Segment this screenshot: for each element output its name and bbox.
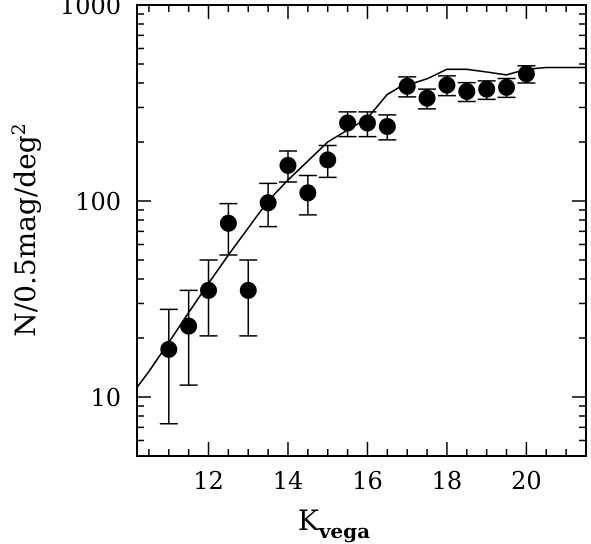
x-axis-label: Kvega: [298, 504, 370, 543]
x-axis-label-main: K: [298, 504, 320, 537]
y-axis-label-superscript: 2: [8, 123, 30, 135]
model-curve-layer: [136, 66, 586, 388]
data-point: [438, 76, 456, 94]
data-point: [180, 317, 198, 335]
y-axis-label: N/0.5mag/deg2: [8, 123, 42, 337]
data-point: [160, 340, 178, 358]
data-point: [517, 65, 535, 83]
data-point: [339, 114, 357, 132]
x-tick-labels: 12 14 16 18 20: [193, 467, 541, 495]
data-point: [200, 281, 218, 299]
y-tick-label: 10: [90, 384, 121, 412]
data-point: [239, 281, 257, 299]
y-tick-label: 1000: [60, 0, 121, 20]
x-tick-label: 14: [273, 467, 304, 495]
data-point: [398, 77, 416, 95]
data-point: [279, 156, 297, 174]
y-tick-label: 100: [75, 188, 121, 216]
data-point: [358, 114, 376, 132]
tick-marks: [137, 5, 587, 457]
data-point: [378, 117, 396, 135]
y-axis-label-main: N/0.5mag/deg: [9, 135, 42, 337]
data-point: [498, 78, 516, 96]
x-axis-label-subscript: vega: [318, 519, 370, 543]
data-point: [418, 89, 436, 107]
data-point: [299, 184, 317, 202]
x-tick-label: 18: [432, 467, 463, 495]
x-tick-label: 12: [193, 467, 224, 495]
data-point: [259, 194, 277, 212]
data-point: [219, 214, 237, 232]
data-points-layer: [159, 64, 536, 425]
model-curve: [136, 66, 586, 388]
data-point: [319, 151, 337, 169]
plot-frame: [136, 4, 587, 457]
x-tick-label: 20: [511, 467, 542, 495]
x-tick-label: 16: [352, 467, 383, 495]
data-point: [458, 82, 476, 100]
data-point: [478, 80, 496, 98]
y-tick-labels: 10 100 1000: [60, 0, 121, 412]
